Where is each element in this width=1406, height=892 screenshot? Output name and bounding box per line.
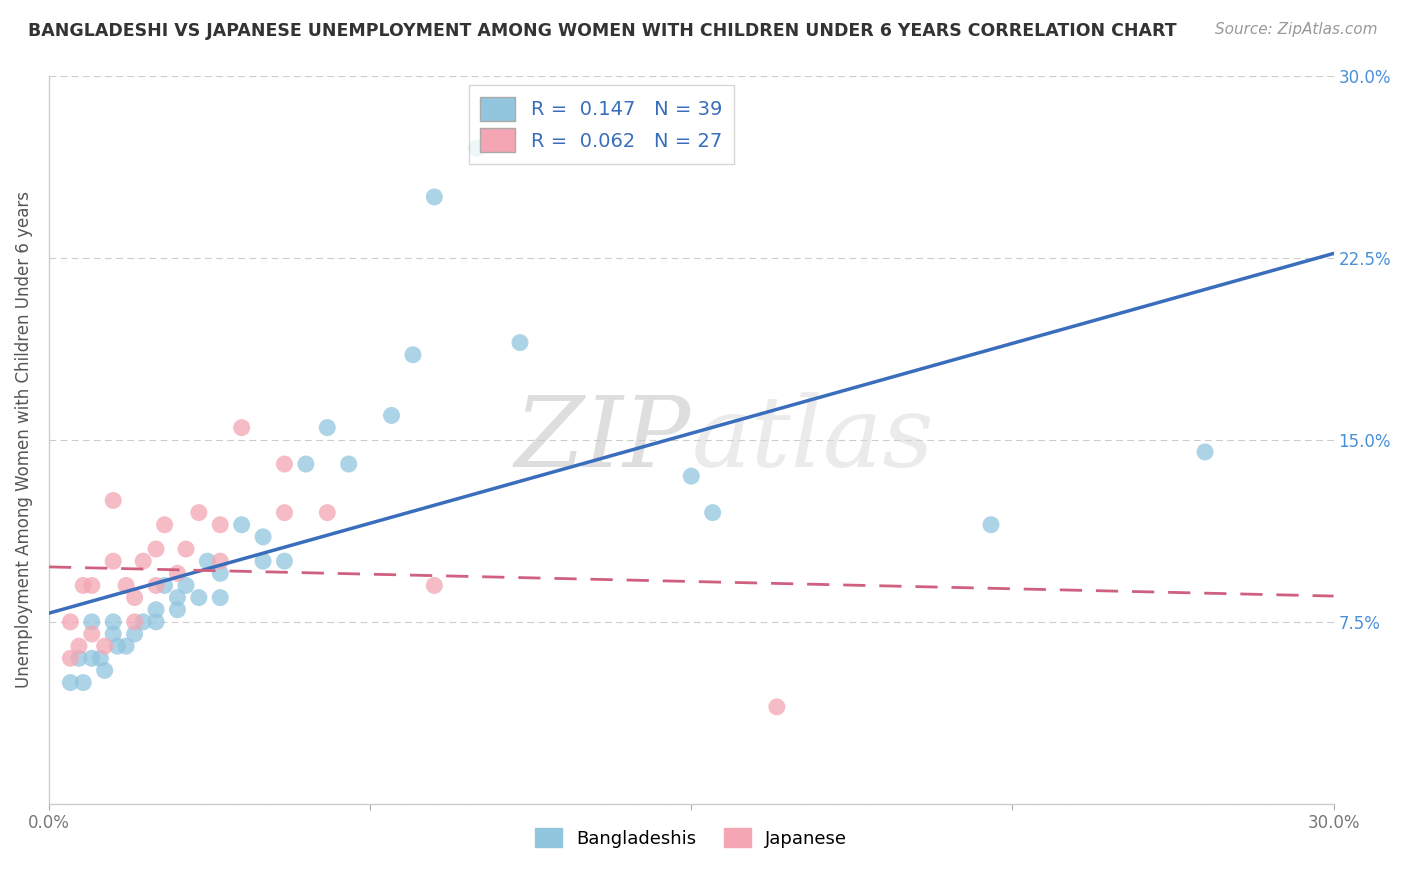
Point	[80, 651, 103, 665]
Point	[107, 639, 129, 653]
Point	[124, 627, 146, 641]
Point	[231, 517, 253, 532]
Point	[103, 627, 125, 641]
Point	[209, 566, 232, 581]
Point	[702, 506, 724, 520]
Point	[174, 541, 197, 556]
Point	[132, 554, 155, 568]
Point	[197, 554, 219, 568]
Point	[273, 457, 295, 471]
Point	[209, 554, 232, 568]
Point	[174, 578, 197, 592]
Point	[153, 578, 176, 592]
Point	[166, 591, 188, 605]
Point	[273, 554, 295, 568]
Point	[59, 615, 82, 629]
Point	[465, 141, 488, 155]
Point	[209, 517, 232, 532]
Point	[103, 554, 125, 568]
Point	[145, 603, 167, 617]
Text: atlas: atlas	[692, 392, 934, 487]
Point	[766, 699, 789, 714]
Point	[166, 566, 188, 581]
Point	[80, 627, 103, 641]
Point	[145, 615, 167, 629]
Point	[681, 469, 703, 483]
Point	[980, 517, 1002, 532]
Point	[67, 639, 90, 653]
Point	[153, 517, 176, 532]
Text: BANGLADESHI VS JAPANESE UNEMPLOYMENT AMONG WOMEN WITH CHILDREN UNDER 6 YEARS COR: BANGLADESHI VS JAPANESE UNEMPLOYMENT AMO…	[28, 22, 1177, 40]
Text: Source: ZipAtlas.com: Source: ZipAtlas.com	[1215, 22, 1378, 37]
Point	[316, 420, 339, 434]
Point	[423, 578, 446, 592]
Point	[252, 530, 274, 544]
Point	[93, 639, 115, 653]
Point	[103, 493, 125, 508]
Point	[273, 506, 295, 520]
Point	[67, 651, 90, 665]
Point	[124, 591, 146, 605]
Point	[59, 651, 82, 665]
Point	[145, 541, 167, 556]
Point	[187, 506, 209, 520]
Point	[402, 348, 425, 362]
Point	[337, 457, 360, 471]
Y-axis label: Unemployment Among Women with Children Under 6 years: Unemployment Among Women with Children U…	[15, 191, 32, 689]
Point	[80, 578, 103, 592]
Point	[231, 420, 253, 434]
Point	[209, 591, 232, 605]
Text: ZIP: ZIP	[515, 392, 692, 487]
Legend: R =  0.147   N = 39, R =  0.062   N = 27: R = 0.147 N = 39, R = 0.062 N = 27	[468, 86, 734, 164]
Point	[124, 615, 146, 629]
Point	[72, 578, 94, 592]
Point	[380, 409, 402, 423]
Point	[115, 578, 138, 592]
Point	[316, 506, 339, 520]
Point	[295, 457, 318, 471]
Point	[252, 554, 274, 568]
Point	[89, 651, 111, 665]
Point	[1194, 445, 1216, 459]
Point	[145, 578, 167, 592]
Point	[166, 603, 188, 617]
Point	[187, 591, 209, 605]
Point	[132, 615, 155, 629]
Point	[423, 190, 446, 204]
Point	[509, 335, 531, 350]
Point	[115, 639, 138, 653]
Point	[103, 615, 125, 629]
Point	[80, 615, 103, 629]
Point	[72, 675, 94, 690]
Point	[93, 664, 115, 678]
Point	[59, 675, 82, 690]
